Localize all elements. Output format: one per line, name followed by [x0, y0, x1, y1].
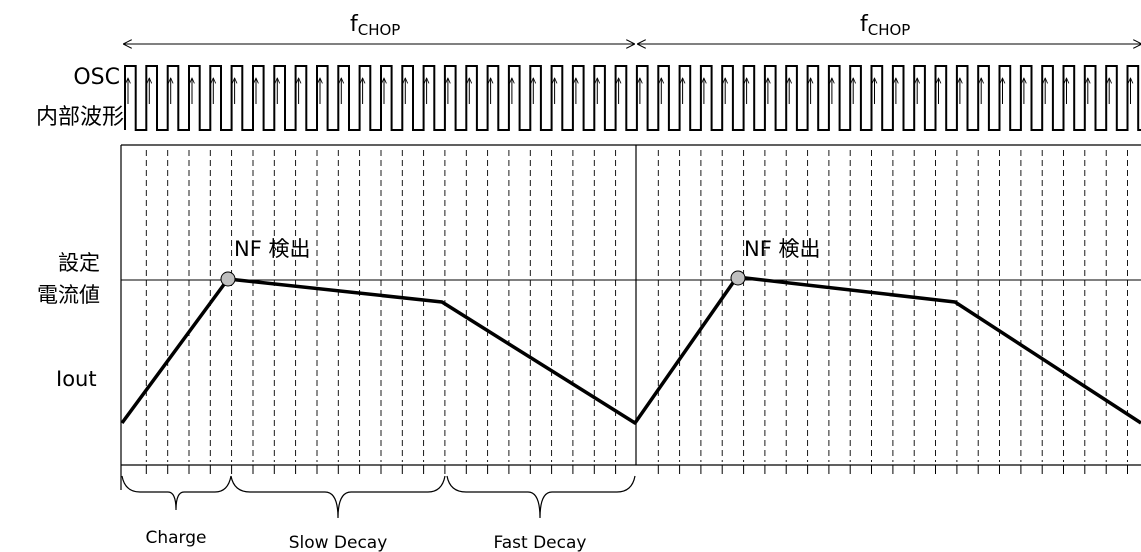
osc-internal-waveform	[124, 65, 1141, 131]
nf-detect-label-1: NF 検出	[234, 237, 310, 261]
set-current-label-line2: 電流値	[37, 283, 100, 307]
nf-detect-marker-1	[220, 271, 236, 287]
nf-detect-marker-2	[730, 270, 746, 286]
fchop-label-2-main: f	[860, 12, 869, 37]
fchop-label-2: fCHOP	[860, 12, 910, 39]
slow-decay-brace	[230, 475, 446, 519]
nf-detect-label-2: NF 検出	[744, 237, 820, 261]
fast-decay-brace	[446, 475, 636, 519]
svg-text:fCHOP: fCHOP	[860, 12, 910, 39]
phase-label-slow-decay: Slow Decay	[289, 533, 388, 552]
fchop-label-1-sub: CHOP	[358, 21, 401, 39]
phase-label-fast-decay: Fast Decay	[494, 533, 587, 552]
set-current-label-line1: 設定	[58, 251, 100, 275]
iout-waveform	[120, 275, 1141, 425]
charge-brace	[121, 475, 232, 511]
svg-text:fCHOP: fCHOP	[350, 12, 400, 39]
fchop-label-1-main: f	[350, 12, 359, 37]
osc-label-line1: OSC	[73, 65, 120, 90]
bottom-tick-marks	[145, 465, 1128, 474]
osc-label-line2: 内部波形	[36, 105, 124, 130]
osc-rising-edge-arrows	[128, 78, 1131, 104]
fchop-label-2-sub: CHOP	[868, 21, 911, 39]
iout-label: Iout	[56, 367, 97, 391]
clock-dashed-grid	[145, 150, 1128, 462]
fchop-label-1: fCHOP	[350, 12, 400, 39]
phase-label-charge: Charge	[145, 528, 206, 548]
